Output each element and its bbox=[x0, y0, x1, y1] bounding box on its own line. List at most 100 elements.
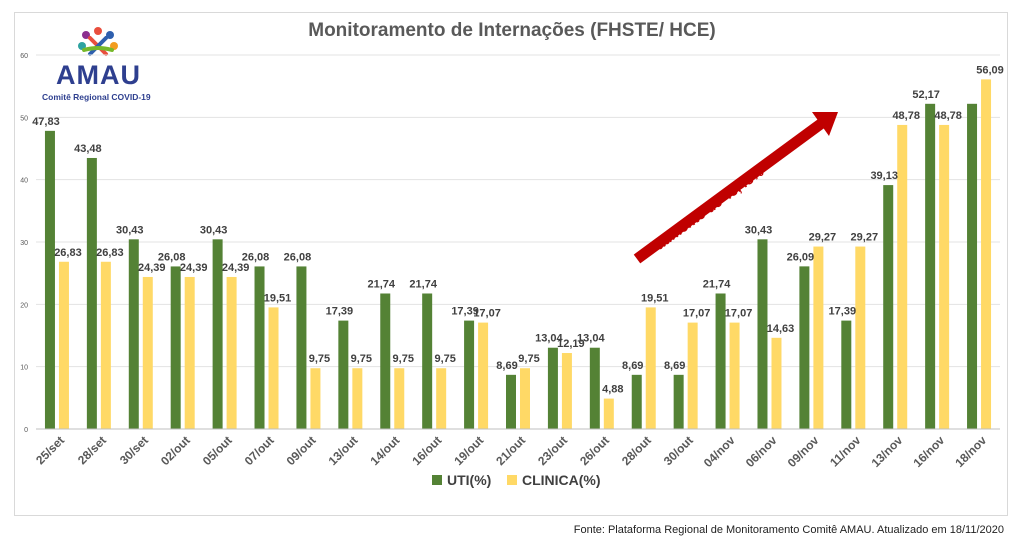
bar-uti bbox=[967, 103, 978, 429]
bar-clinica bbox=[939, 124, 950, 430]
data-label-clinica: 9,75 bbox=[518, 353, 539, 365]
data-label-clinica: 9,75 bbox=[434, 353, 455, 365]
data-label-clinica: 17,07 bbox=[683, 308, 711, 320]
x-tick-label: 07/out bbox=[242, 433, 277, 468]
bar-uti bbox=[673, 374, 684, 429]
data-label-clinica: 24,39 bbox=[138, 262, 166, 274]
bar-clinica bbox=[268, 307, 279, 429]
data-label-uti: 47,83 bbox=[32, 116, 60, 128]
bar-uti bbox=[338, 320, 349, 429]
data-label-uti: 43,48 bbox=[74, 143, 102, 155]
x-tick-label: 30/out bbox=[661, 433, 696, 468]
data-label-uti: 39,13 bbox=[870, 170, 898, 182]
x-tick-label: 21/out bbox=[493, 433, 528, 468]
bar-clinica bbox=[100, 261, 111, 429]
chart-frame bbox=[14, 12, 1008, 516]
bar-clinica bbox=[142, 276, 153, 429]
data-label-clinica: 12,19 bbox=[557, 338, 585, 350]
bar-uti bbox=[715, 293, 726, 429]
data-label-uti: 21,74 bbox=[367, 278, 395, 290]
x-tick-label: 11/nov bbox=[827, 433, 864, 470]
legend-swatch-clinica bbox=[507, 475, 517, 485]
legend-label-uti: UTI(%) bbox=[447, 472, 491, 488]
logo-name: AMAU bbox=[56, 60, 141, 90]
x-tick-label: 26/out bbox=[577, 433, 612, 468]
data-label-clinica: 19,51 bbox=[641, 292, 669, 304]
data-label-clinica: 4,88 bbox=[602, 384, 623, 396]
data-label-clinica: 29,27 bbox=[809, 232, 837, 244]
data-label-clinica: 26,83 bbox=[54, 247, 82, 259]
logo-subtitle: Comitê Regional COVID-19 bbox=[42, 92, 151, 102]
bar-clinica bbox=[981, 79, 992, 430]
bar-clinica bbox=[184, 276, 195, 429]
bar-clinica bbox=[352, 368, 363, 429]
source-note: Fonte: Plataforma Regional de Monitorame… bbox=[573, 524, 1004, 536]
data-label-uti: 26,08 bbox=[284, 251, 312, 263]
data-label-uti: 26,09 bbox=[787, 251, 815, 263]
data-label-uti: 30,43 bbox=[116, 224, 144, 236]
data-label-uti: 17,39 bbox=[451, 306, 479, 318]
data-label-clinica: 26,83 bbox=[96, 247, 124, 259]
x-tick-label: 13/out bbox=[326, 433, 361, 468]
data-label-uti: 30,43 bbox=[745, 224, 773, 236]
data-label-clinica: 48,78 bbox=[892, 110, 920, 122]
bar-uti bbox=[422, 293, 433, 429]
bar-clinica bbox=[855, 246, 866, 429]
x-tick-label: 23/out bbox=[535, 433, 570, 468]
x-tick-label: 04/nov bbox=[701, 433, 738, 470]
x-tick-label: 25/set bbox=[33, 433, 67, 467]
x-tick-label: 05/out bbox=[200, 433, 235, 468]
bar-clinica bbox=[771, 337, 782, 429]
trend-annotation: aumento de 43,48% bbox=[652, 163, 767, 253]
y-tick-label: 60 bbox=[20, 53, 28, 60]
x-tick-label: 14/out bbox=[367, 433, 402, 468]
data-label-clinica: 9,75 bbox=[351, 353, 372, 365]
bar-uti bbox=[380, 293, 391, 429]
bar-clinica bbox=[310, 368, 321, 429]
data-label-uti: 21,74 bbox=[703, 278, 731, 290]
bar-clinica bbox=[478, 322, 489, 429]
data-label-uti: 26,08 bbox=[158, 251, 186, 263]
data-label-clinica: 48,78 bbox=[934, 110, 962, 122]
bar-clinica bbox=[226, 276, 237, 429]
chart-title: Monitoramento de Internações (FHSTE/ HCE… bbox=[308, 20, 716, 41]
data-label-clinica: 9,75 bbox=[309, 353, 330, 365]
bar-clinica bbox=[58, 261, 69, 429]
data-label-clinica: 56,09 bbox=[976, 64, 1004, 76]
data-label-uti: 13,04 bbox=[577, 333, 605, 345]
bar-clinica bbox=[436, 368, 447, 429]
bar-uti bbox=[44, 130, 55, 429]
bar-uti bbox=[464, 320, 475, 429]
bar-clinica bbox=[645, 307, 656, 429]
bar-clinica bbox=[561, 353, 572, 429]
data-label-uti: 21,74 bbox=[409, 278, 437, 290]
amau-logo bbox=[40, 24, 170, 106]
bar-uti bbox=[883, 185, 894, 429]
x-tick-label: 30/set bbox=[117, 433, 151, 467]
data-label-clinica: 24,39 bbox=[180, 262, 208, 274]
data-label-uti: 26,08 bbox=[242, 251, 270, 263]
data-label-uti: 8,69 bbox=[622, 360, 643, 372]
x-tick-label: 19/out bbox=[451, 433, 486, 468]
y-tick-label: 30 bbox=[20, 240, 28, 247]
bar-uti bbox=[506, 374, 516, 429]
bar-uti bbox=[589, 347, 600, 429]
bar-uti bbox=[86, 157, 97, 429]
bar-clinica bbox=[897, 124, 908, 430]
data-label-clinica: 17,07 bbox=[725, 308, 753, 320]
data-label-clinica: 19,51 bbox=[264, 292, 292, 304]
bar-clinica bbox=[813, 246, 824, 429]
bar-uti bbox=[841, 320, 852, 429]
bar-uti bbox=[757, 239, 768, 429]
trend-arrow-shaft bbox=[633, 118, 826, 264]
x-tick-label: 13/nov bbox=[869, 433, 906, 470]
x-tick-label: 18/nov bbox=[952, 433, 989, 470]
bar-clinica bbox=[520, 368, 530, 429]
data-label-clinica: 29,27 bbox=[851, 232, 879, 244]
bar-uti bbox=[799, 266, 810, 429]
data-label-clinica: 24,39 bbox=[222, 262, 250, 274]
bar-clinica bbox=[603, 398, 614, 429]
bar-uti bbox=[631, 374, 642, 429]
bar-uti bbox=[128, 239, 139, 429]
x-tick-label: 16/out bbox=[409, 433, 444, 468]
